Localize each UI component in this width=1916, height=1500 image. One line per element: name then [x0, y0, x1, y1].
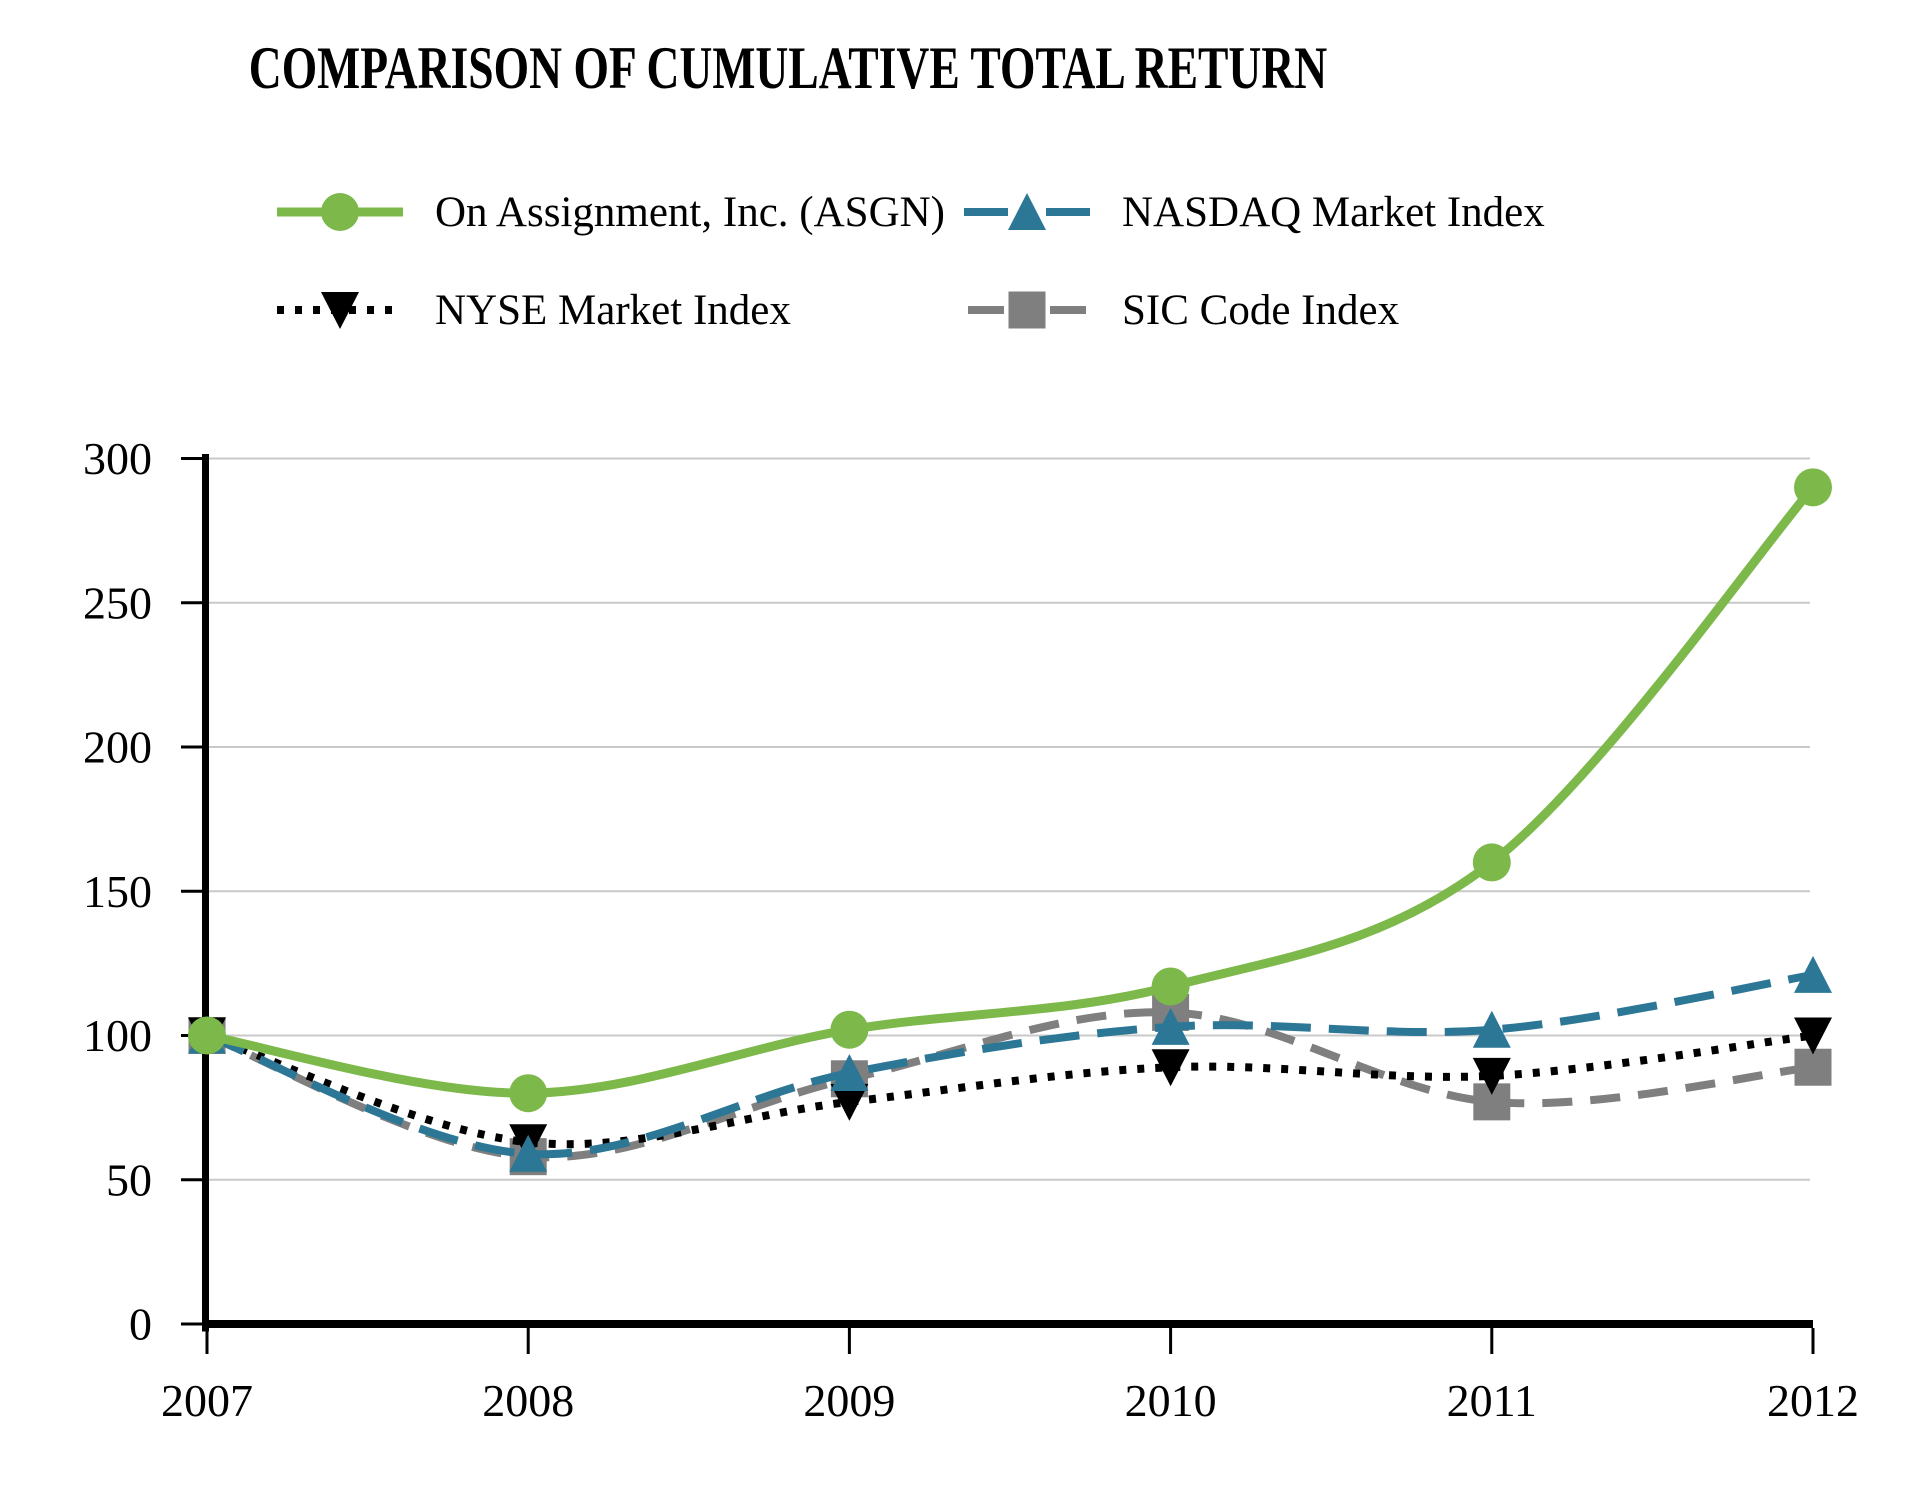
legend-label-nyse: NYSE Market Index [435, 286, 791, 334]
legend-marker-sic [1008, 291, 1046, 329]
marker-nyse-2009 [830, 1083, 869, 1121]
legend-item-nasdaq: NASDAQ Market Index [962, 187, 1545, 237]
marker-nasdaq-2010 [1151, 1007, 1190, 1045]
x-tick-label: 2009 [803, 1375, 895, 1426]
x-tick-label: 2012 [1767, 1375, 1859, 1426]
y-axis-line [202, 454, 209, 1332]
x-tick-label: 2008 [482, 1375, 574, 1426]
y-tick-label: 250 [83, 577, 152, 628]
marker-sic-2012 [1794, 1048, 1832, 1086]
y-tick-label: 0 [129, 1299, 152, 1350]
legend-marker-nasdaq [1008, 193, 1046, 230]
marker-nyse-2011 [1472, 1057, 1511, 1095]
series-line-asgn [206, 484, 1817, 1098]
marker-nyse-2010 [1151, 1049, 1190, 1087]
legend-label-nasdaq: NASDAQ Market Index [1122, 188, 1545, 236]
chart-title: COMPARISON OF CUMULATIVE TOTAL RETURN [248, 35, 1328, 101]
marker-asgn-2007 [188, 1016, 226, 1055]
legend-marker-asgn [321, 193, 359, 231]
legend-swatch-nasdaq [964, 193, 1090, 230]
legend-swatch-sic [968, 291, 1086, 329]
y-tick-label: 300 [83, 433, 152, 484]
legend-item-nyse: NYSE Market Index [275, 285, 791, 335]
marker-nasdaq-2008 [509, 1134, 548, 1172]
legend-marker-nyse [321, 292, 359, 329]
legend-swatch-asgn [277, 193, 403, 231]
marker-asgn-2008 [509, 1074, 548, 1113]
x-axis-ticks [205, 1328, 1815, 1354]
legend-item-sic: SIC Code Index [962, 285, 1399, 335]
y-axis-labels: 0 50 100 150 200 250 300 [83, 433, 152, 1350]
marker-asgn-2012 [1794, 468, 1832, 507]
marker-nasdaq-2011 [1472, 1010, 1511, 1048]
x-axis-line [202, 1320, 1813, 1328]
y-tick-label: 150 [83, 866, 152, 917]
x-tick-label: 2007 [161, 1375, 253, 1426]
marker-nyse-2012 [1794, 1017, 1832, 1055]
y-tick-label: 50 [106, 1154, 152, 1205]
y-tick-label: 200 [83, 722, 152, 773]
x-tick-label: 2011 [1447, 1375, 1537, 1426]
marker-asgn-2010 [1151, 967, 1190, 1006]
y-tick-label: 100 [83, 1010, 152, 1061]
x-axis-labels: 2007 2008 2009 2010 2011 2012 [161, 1375, 1859, 1426]
marker-nasdaq-2009 [830, 1054, 869, 1092]
legend-swatch-nyse [277, 292, 403, 329]
marker-asgn-2009 [830, 1010, 869, 1049]
legend-label-asgn: On Assignment, Inc. (ASGN) [435, 188, 945, 236]
y-axis-ticks [181, 457, 202, 1326]
legend-item-asgn: On Assignment, Inc. (ASGN) [275, 187, 945, 237]
series-asgn [188, 468, 1832, 1113]
marker-nasdaq-2012 [1794, 955, 1832, 993]
legend-label-sic: SIC Code Index [1122, 286, 1400, 334]
series-line-nasdaq [205, 970, 1814, 1159]
x-tick-label: 2010 [1125, 1375, 1217, 1426]
marker-asgn-2011 [1472, 843, 1511, 882]
